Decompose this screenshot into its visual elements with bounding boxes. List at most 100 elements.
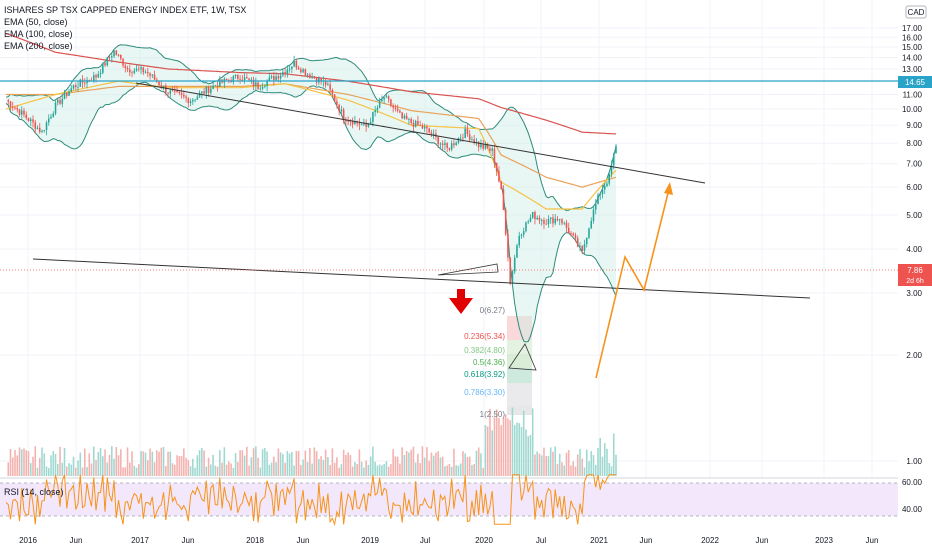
candle-body <box>205 86 208 94</box>
currency-badge[interactable] <box>905 5 927 19</box>
candle-body <box>74 85 77 88</box>
candle-body <box>430 132 433 135</box>
volume-bar <box>7 462 10 476</box>
volume-bar <box>347 452 349 476</box>
candle-body <box>408 119 410 120</box>
wedge-drawing[interactable] <box>437 263 499 276</box>
volume-bar <box>338 467 340 476</box>
candle-body <box>18 109 21 115</box>
volume-bar <box>504 414 507 476</box>
price-tick-label: 2.00 <box>906 351 922 360</box>
ema-100-legend[interactable]: EMA (100, close) <box>4 29 73 39</box>
candle-body <box>32 119 34 123</box>
volume-bar <box>399 463 401 476</box>
candle-body <box>9 101 12 107</box>
volume-bar <box>518 423 520 476</box>
projection-path[interactable] <box>595 184 671 379</box>
ema-50-legend[interactable]: EMA (50, close) <box>4 17 68 27</box>
candle-body <box>36 127 39 129</box>
candle-body <box>302 69 304 73</box>
candle-body <box>259 88 262 90</box>
volume-bar <box>65 466 68 476</box>
candle-body <box>590 220 593 229</box>
time-tick-label: Jul <box>420 536 430 545</box>
volume-bar <box>286 450 289 476</box>
candle-body <box>588 228 590 238</box>
candle-body <box>41 130 43 132</box>
volume-bar <box>498 418 500 476</box>
volume-bar <box>61 462 64 476</box>
candle-body <box>147 71 149 74</box>
candle-body <box>504 209 507 235</box>
candle-body <box>309 74 311 79</box>
volume-bar <box>576 454 579 476</box>
candle-body <box>54 102 57 114</box>
candle-body <box>363 122 365 125</box>
candle-body <box>399 110 401 113</box>
candle-body <box>117 54 120 56</box>
volume-bar <box>297 450 300 476</box>
volume-bar <box>432 455 435 476</box>
volume-bar <box>174 464 176 476</box>
volume-bar <box>18 447 21 476</box>
rsi-tick-label: 40.00 <box>902 505 923 514</box>
fibonacci-retracement[interactable] <box>507 316 532 415</box>
candle-body <box>63 92 66 99</box>
volume-bar <box>97 452 100 476</box>
volume-bar <box>183 448 185 476</box>
candle-body <box>104 63 106 66</box>
volume-bar <box>489 408 491 476</box>
candle-body <box>16 108 19 110</box>
volume-bar <box>446 465 448 476</box>
candle-body <box>444 143 446 145</box>
volume-bar <box>383 463 385 476</box>
candle-body <box>232 76 235 83</box>
candle-body <box>324 80 327 86</box>
volume-bar <box>441 456 444 476</box>
chart-title[interactable]: ISHARES SP TSX CAPPED ENERGY INDEX ETF, … <box>4 5 247 15</box>
volume-bar <box>162 446 165 476</box>
volume-bar <box>138 464 140 476</box>
ema-200-legend[interactable]: EMA (200, close) <box>4 41 73 51</box>
candle-body <box>212 85 214 89</box>
volume-bar <box>165 465 167 476</box>
ema-50-line <box>5 80 617 210</box>
candle-body <box>482 144 484 149</box>
volume-bar <box>390 463 392 476</box>
volume-bar <box>367 464 370 476</box>
candle-body <box>320 78 322 82</box>
volume-bar <box>448 463 451 476</box>
candle-body <box>511 271 514 284</box>
volume-bar <box>403 455 406 476</box>
candle-body <box>576 238 579 247</box>
time-tick-label: 2017 <box>131 536 149 545</box>
candle-body <box>498 171 500 182</box>
candle-body <box>252 79 255 86</box>
candle-body <box>354 121 356 125</box>
volume-bar <box>417 453 419 476</box>
candle-body <box>275 76 277 81</box>
volume-bar <box>250 457 253 476</box>
candle-body <box>248 78 250 81</box>
candle-body <box>423 126 426 129</box>
volume-bar <box>615 454 617 476</box>
upper-trendline[interactable] <box>135 82 706 184</box>
volume-bar <box>554 446 557 476</box>
candle-body <box>196 96 199 100</box>
volume-bar <box>210 464 212 476</box>
candle-body <box>493 148 496 163</box>
candle-body <box>563 222 566 224</box>
lower-trendline[interactable] <box>32 258 811 299</box>
volume-bar <box>268 464 271 476</box>
rsi-legend[interactable]: RSI (14, close) <box>4 487 64 497</box>
volume-bar <box>27 451 30 476</box>
volume-bar <box>239 450 241 476</box>
candle-body <box>606 183 608 187</box>
candle-body <box>459 137 462 139</box>
volume-bar <box>484 425 487 476</box>
volume-bar <box>108 454 111 476</box>
triangle-drawing[interactable] <box>508 343 537 371</box>
volume-bar <box>574 466 577 476</box>
candle-body <box>401 112 403 119</box>
